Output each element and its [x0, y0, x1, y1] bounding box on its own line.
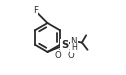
Text: S: S	[61, 40, 68, 50]
Text: O: O	[55, 51, 61, 60]
Text: O: O	[67, 51, 74, 60]
Text: N: N	[70, 37, 77, 46]
Text: H: H	[71, 44, 77, 52]
Text: F: F	[33, 6, 38, 15]
